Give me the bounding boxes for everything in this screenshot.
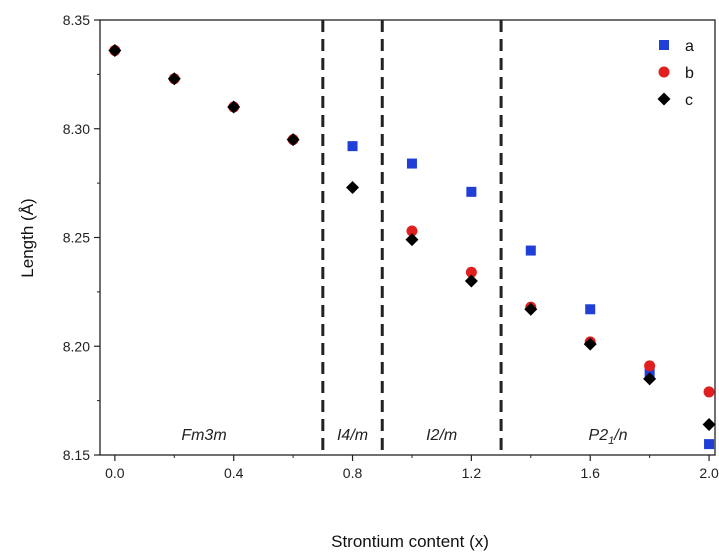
phase-label-3: P21/n bbox=[589, 427, 628, 447]
point-c-1 bbox=[167, 72, 181, 86]
point-c-2 bbox=[227, 100, 241, 114]
point-a-5 bbox=[644, 367, 655, 378]
x-tick-label-0: 0.0 bbox=[105, 465, 125, 481]
phase-label-2: I2/m bbox=[426, 427, 457, 444]
legend-marker-a bbox=[659, 40, 669, 50]
point-c-5 bbox=[405, 233, 419, 247]
point-a-4 bbox=[585, 304, 596, 315]
point-b-5 bbox=[465, 266, 477, 278]
legend-label-c: c bbox=[685, 92, 693, 109]
data-points bbox=[108, 43, 716, 450]
point-a-1 bbox=[406, 158, 417, 169]
point-b-9 bbox=[703, 386, 715, 398]
point-c-7 bbox=[524, 302, 538, 316]
point-b-4 bbox=[406, 225, 418, 237]
plot-area-border bbox=[99, 19, 716, 456]
y-axis-title: Length (Å) bbox=[18, 198, 37, 277]
x-axis-title: Strontium content (x) bbox=[331, 532, 489, 551]
y-tick-label-4: 8.35 bbox=[63, 12, 90, 28]
point-c-8 bbox=[583, 337, 597, 351]
point-b-8 bbox=[644, 360, 656, 372]
legend-label-a: a bbox=[685, 38, 694, 55]
x-tick-label-2: 0.8 bbox=[343, 465, 363, 481]
legend-marker-c bbox=[657, 92, 671, 106]
point-a-0 bbox=[347, 141, 358, 152]
point-c-6 bbox=[464, 274, 478, 288]
y-tick-label-3: 8.30 bbox=[63, 121, 90, 137]
legend-marker-b bbox=[658, 66, 670, 78]
point-a-6 bbox=[704, 439, 715, 450]
point-c-10 bbox=[702, 418, 716, 432]
point-c-4 bbox=[346, 180, 360, 194]
axis-ticks: 0.0 0.4 0.8 1.2 1.6 2.0 8.15 8.20 8.25 8.30 8.35 bbox=[63, 12, 719, 481]
phase-boundaries bbox=[321, 20, 503, 455]
legend: abc bbox=[657, 38, 694, 109]
point-a-3 bbox=[525, 245, 536, 256]
phase-label-1: I4/m bbox=[337, 427, 368, 444]
x-tick-label-3: 1.2 bbox=[462, 465, 482, 481]
plot-frame bbox=[99, 19, 716, 456]
phase-label-0: Fm3m bbox=[181, 427, 226, 444]
phase-region-labels: Fm3m I4/m I2/m P21/n bbox=[181, 427, 627, 447]
point-a-2 bbox=[466, 186, 477, 197]
x-tick-label-5: 2.0 bbox=[699, 465, 719, 481]
y-tick-label-1: 8.20 bbox=[63, 338, 90, 354]
point-c-0 bbox=[108, 43, 122, 57]
legend-label-b: b bbox=[685, 65, 694, 82]
x-tick-label-1: 0.4 bbox=[224, 465, 244, 481]
y-tick-label-0: 8.15 bbox=[63, 447, 90, 463]
point-c-3 bbox=[286, 133, 300, 147]
y-tick-label-2: 8.25 bbox=[63, 230, 90, 246]
x-tick-label-4: 1.6 bbox=[580, 465, 600, 481]
point-c-9 bbox=[643, 372, 657, 386]
